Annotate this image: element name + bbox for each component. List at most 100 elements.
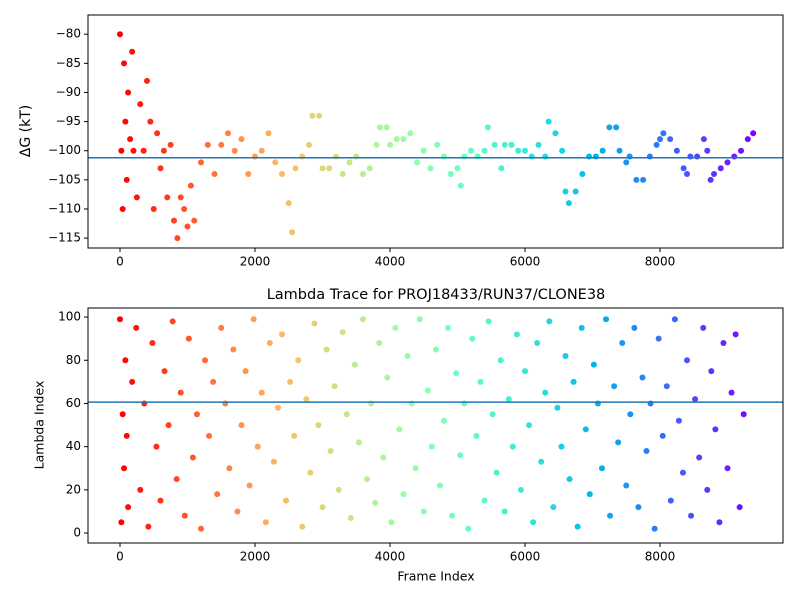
x-tick-label: 2000	[240, 255, 271, 269]
point	[616, 147, 623, 154]
point	[434, 141, 441, 148]
point	[522, 147, 529, 154]
point	[119, 205, 126, 212]
point	[711, 171, 718, 178]
point	[538, 458, 545, 465]
point	[552, 130, 559, 137]
point	[457, 182, 464, 189]
point	[515, 147, 522, 154]
point	[262, 519, 269, 526]
point	[392, 324, 399, 331]
point	[732, 331, 739, 338]
point	[242, 368, 249, 375]
point	[736, 504, 743, 511]
point	[265, 130, 272, 137]
point	[546, 318, 553, 325]
point	[291, 432, 298, 439]
point	[657, 136, 664, 143]
point	[707, 176, 714, 183]
point	[165, 422, 172, 429]
point	[197, 525, 204, 532]
point	[279, 171, 286, 178]
y-tick-label: −110	[48, 201, 81, 215]
point	[129, 378, 136, 385]
point	[343, 411, 350, 418]
x-tick-label: 4000	[375, 255, 406, 269]
point	[582, 426, 589, 433]
chart-title: Lambda Trace for PROJ18433/RUN37/CLONE38	[267, 287, 606, 303]
point	[174, 235, 181, 242]
point	[170, 217, 177, 224]
point	[125, 504, 132, 511]
point	[331, 383, 338, 390]
point	[694, 153, 701, 160]
point	[230, 346, 237, 353]
point	[353, 153, 360, 160]
point	[528, 153, 535, 160]
point	[137, 486, 144, 493]
point	[177, 389, 184, 396]
point	[598, 465, 605, 472]
point	[311, 320, 318, 327]
point	[125, 89, 132, 96]
point	[316, 112, 323, 119]
point	[303, 396, 310, 403]
point	[586, 491, 593, 498]
point	[407, 130, 414, 137]
point	[339, 329, 346, 336]
point	[147, 118, 154, 125]
point	[704, 147, 711, 154]
point	[272, 159, 279, 166]
point	[586, 153, 593, 160]
point	[400, 136, 407, 143]
point	[517, 486, 524, 493]
point	[270, 458, 277, 465]
point	[380, 454, 387, 461]
point	[315, 422, 322, 429]
y-tick-label: −85	[56, 56, 81, 70]
point	[339, 171, 346, 178]
point	[149, 339, 156, 346]
point	[204, 141, 211, 148]
point	[404, 352, 411, 359]
y-tick-label: −115	[48, 231, 81, 245]
point	[671, 316, 678, 323]
point	[498, 165, 505, 172]
point	[360, 171, 367, 178]
point	[335, 486, 342, 493]
point	[449, 512, 456, 519]
x-tick-label: 2000	[240, 550, 271, 564]
point	[613, 124, 620, 131]
point	[383, 124, 390, 131]
y-tick-label: −80	[56, 27, 81, 41]
point	[181, 512, 188, 519]
point	[347, 514, 354, 521]
point	[258, 389, 265, 396]
point	[615, 439, 622, 446]
point	[130, 147, 137, 154]
point	[154, 130, 161, 137]
point	[400, 491, 407, 498]
point	[169, 318, 176, 325]
point	[574, 523, 581, 530]
point	[545, 118, 552, 125]
point	[153, 443, 160, 450]
point	[211, 171, 218, 178]
point	[667, 136, 674, 143]
point	[274, 404, 281, 411]
point	[116, 31, 123, 38]
point	[285, 200, 292, 207]
point	[246, 482, 253, 489]
point	[360, 316, 367, 323]
point	[667, 497, 674, 504]
point	[432, 346, 439, 353]
x-tick-label: 8000	[645, 255, 676, 269]
point	[696, 454, 703, 461]
point	[626, 153, 633, 160]
point	[161, 368, 168, 375]
point	[562, 188, 569, 195]
y-tick-label: −95	[56, 114, 81, 128]
point	[441, 153, 448, 160]
point	[416, 316, 423, 323]
point	[562, 352, 569, 359]
